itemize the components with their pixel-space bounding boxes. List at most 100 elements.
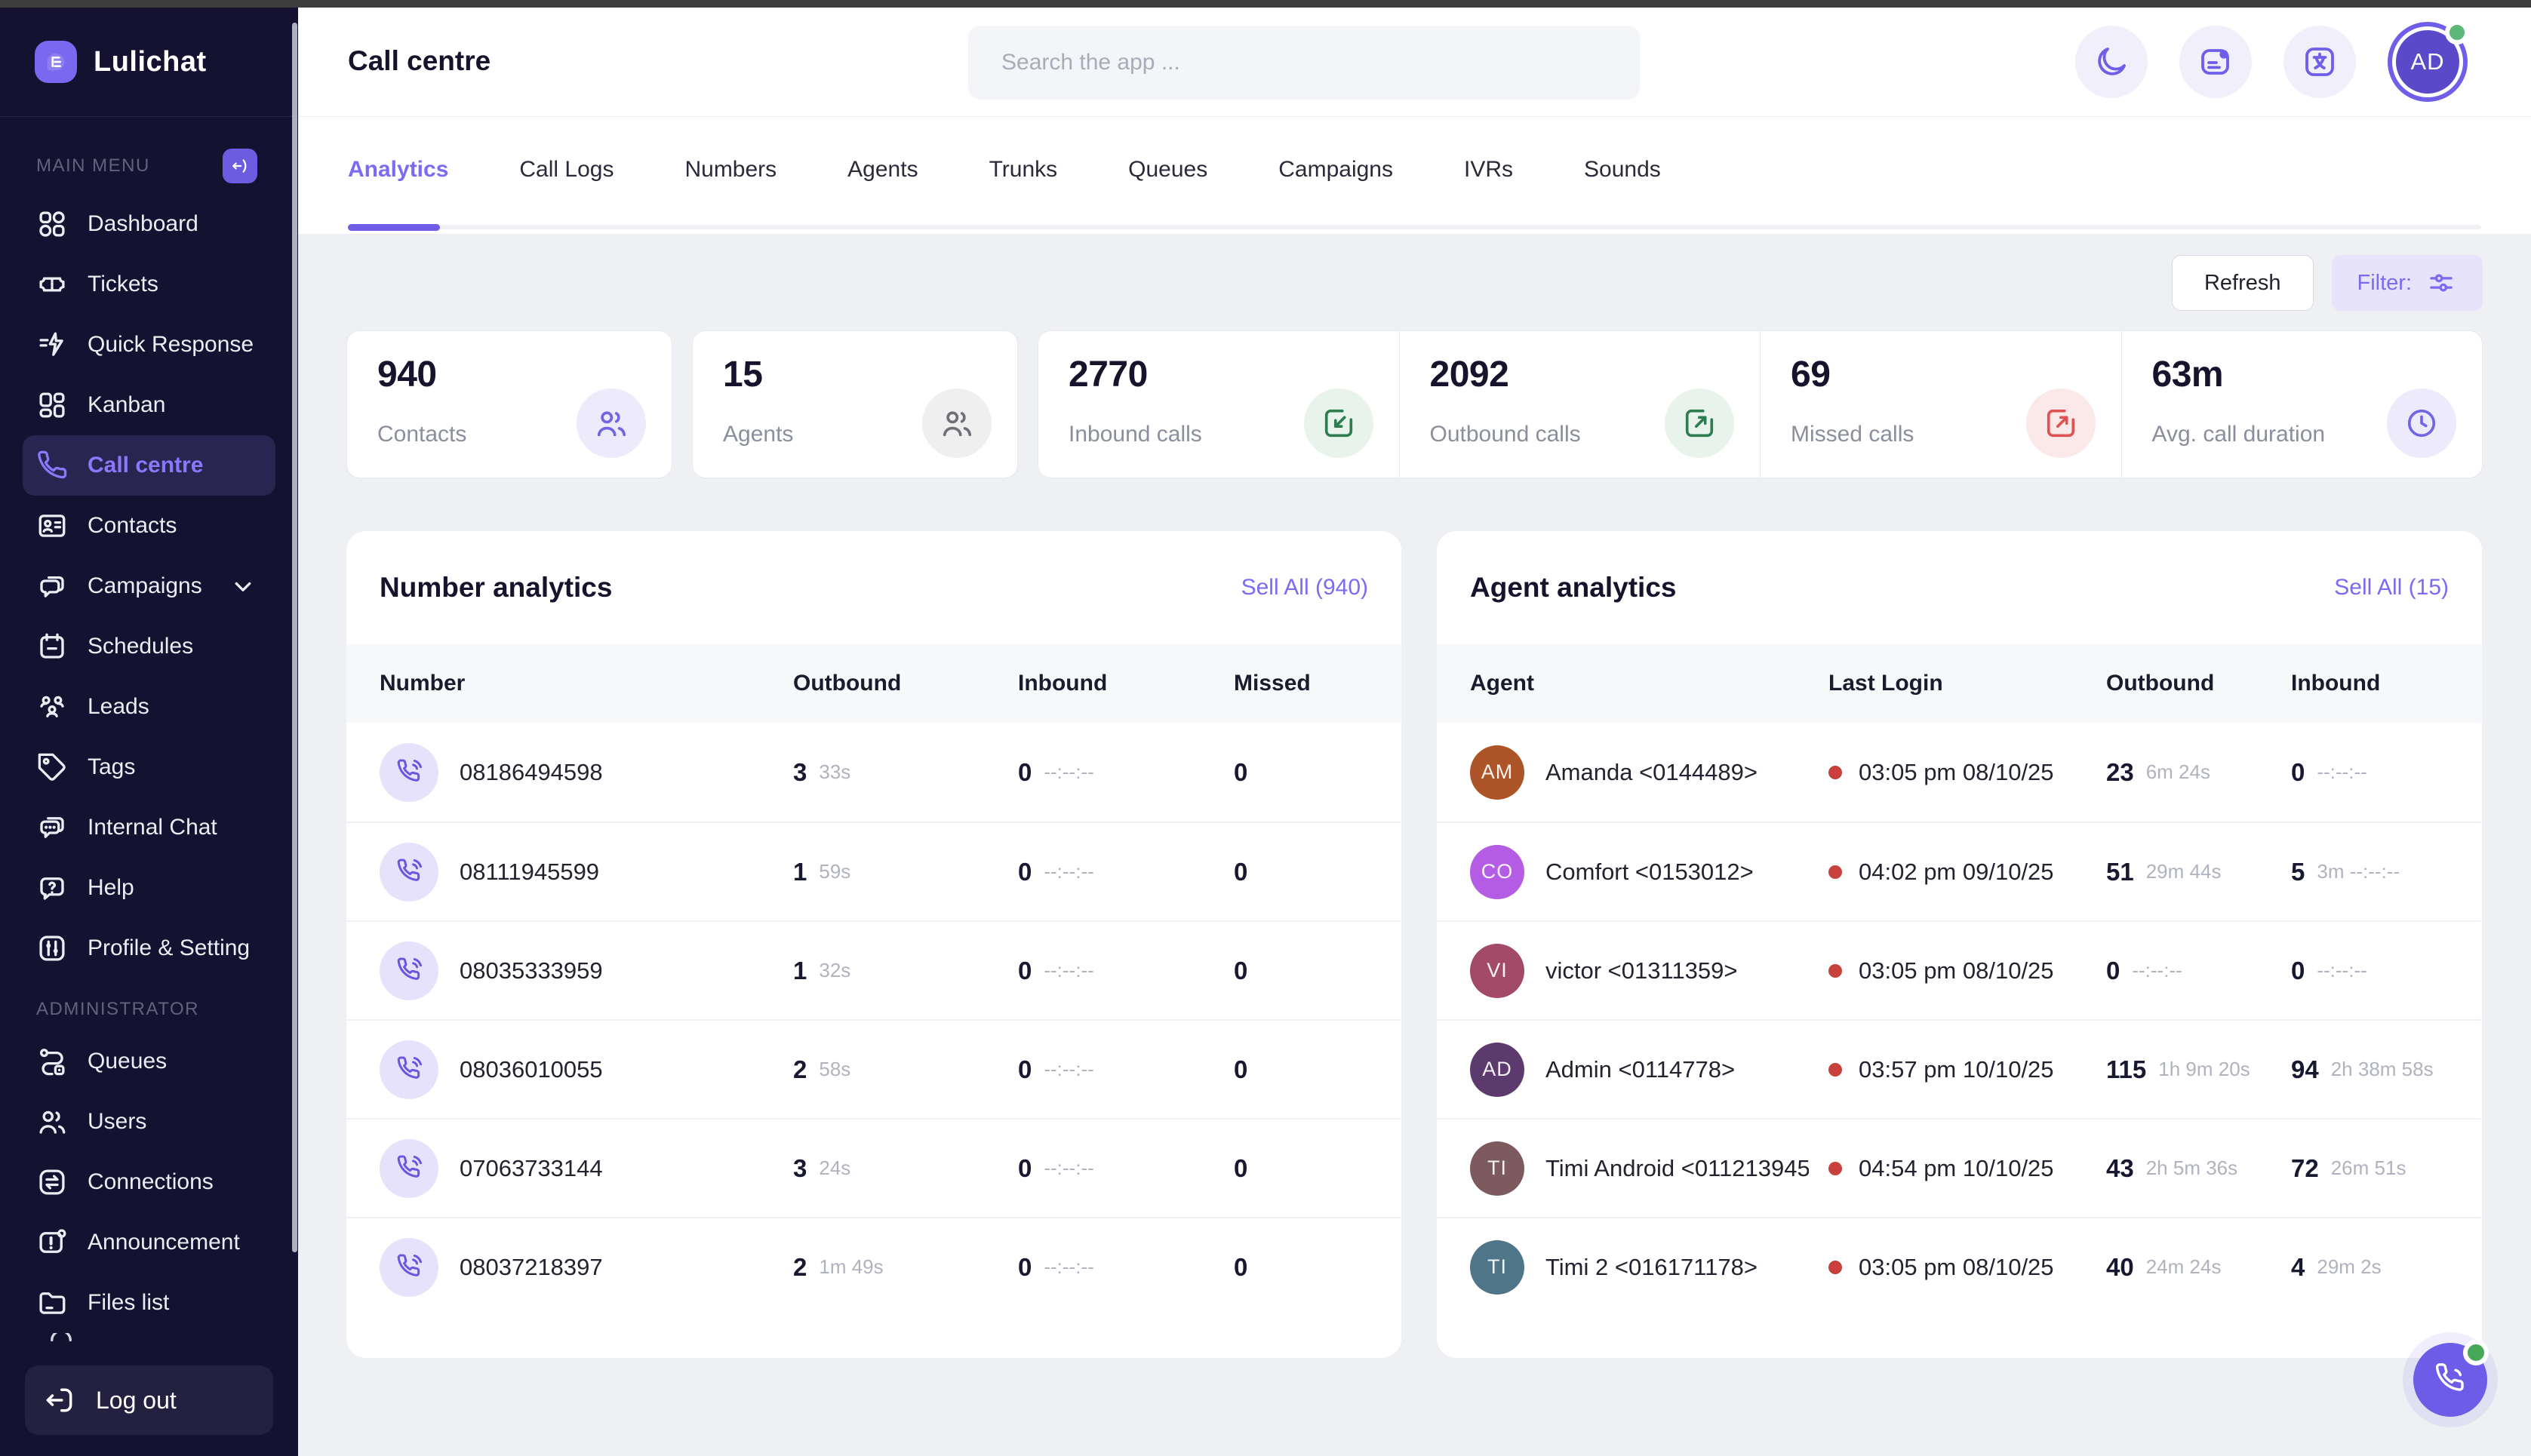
stat-calls-card: 2770 Inbound calls 2092 Outbound calls 6… <box>1038 330 2483 478</box>
stat-outbound-calls: 2092 Outbound calls <box>1398 331 1761 478</box>
sidebar-item-kanban[interactable]: Kanban <box>0 375 298 435</box>
sidebar-item-profile-setting[interactable]: Profile & Setting <box>0 918 298 978</box>
main-area: Call centre AD <box>298 8 2531 1456</box>
tab-sounds[interactable]: Sounds <box>1584 157 1661 182</box>
leads-icon <box>40 696 64 717</box>
table-row[interactable]: 08111945599 1 59s 0 --:--:-- 0 <box>346 822 1401 920</box>
sidebar-item-tickets[interactable]: Tickets <box>0 254 298 315</box>
agent-analytics-title: Agent analytics <box>1470 572 1677 603</box>
table-row[interactable]: VI victor <01311359> 03:05 pm 08/10/25 0-… <box>1437 920 2482 1019</box>
stat-cards: 940 Contacts 15 Agents 2770 Inbound call… <box>346 330 2483 478</box>
filter-button[interactable]: Filter: <box>2331 255 2483 311</box>
internal-chat-icon <box>40 817 64 838</box>
stat-inbound-calls: 2770 Inbound calls <box>1038 331 1399 478</box>
ticket-icon <box>39 277 65 292</box>
phone-call-icon <box>380 742 438 802</box>
table-row[interactable]: CO Comfort <0153012> 04:02 pm 09/10/25 51… <box>1437 822 2482 920</box>
call-fab-button[interactable] <box>2413 1340 2489 1417</box>
analytics-content: Refresh Filter: 940 Contacts 15 Agents <box>298 234 2531 1358</box>
search-input[interactable] <box>968 26 1640 100</box>
sidebar-collapse-button[interactable] <box>223 149 257 183</box>
presence-dot <box>1828 765 1842 779</box>
tab-agents[interactable]: Agents <box>847 157 918 182</box>
user-avatar[interactable]: AD <box>2388 20 2469 102</box>
sidebar-item-queues[interactable]: Queues <box>0 1031 298 1092</box>
sidebar-item-internal-chat[interactable]: Internal Chat <box>0 797 298 858</box>
dark-mode-button[interactable] <box>2075 26 2148 98</box>
tab-queues[interactable]: Queues <box>1128 157 1208 182</box>
sidebar-item-campaigns[interactable]: Campaigns <box>0 556 298 616</box>
refresh-button[interactable]: Refresh <box>2171 255 2314 311</box>
table-row[interactable]: 08035333959 1 32s 0 --:--:-- 0 <box>346 920 1401 1019</box>
phone-call-icon <box>380 842 438 902</box>
filter-sliders-icon <box>2430 274 2453 292</box>
table-row[interactable]: 07063733144 3 24s 0 --:--:-- 0 <box>346 1118 1401 1217</box>
users-icon <box>577 389 646 458</box>
phone-call-icon <box>380 1040 438 1099</box>
missed-arrow-icon <box>2025 389 2096 458</box>
tab-campaigns[interactable]: Campaigns <box>1278 157 1393 182</box>
sidebar-item-help[interactable]: Help <box>0 858 298 918</box>
sidebar-item-users[interactable]: Users <box>0 1092 298 1152</box>
dashboard-icon <box>39 211 65 237</box>
presence-dot <box>1828 963 1842 978</box>
campaigns-icon <box>40 576 64 597</box>
stat-avg-call-duration: 63m Avg. call duration <box>2120 331 2483 478</box>
phone-call-icon <box>380 1237 438 1297</box>
app-header: Call centre AD <box>298 8 2531 117</box>
sidebar-item-quick-response[interactable]: Quick Response <box>0 315 298 375</box>
tab-numbers[interactable]: Numbers <box>684 157 777 182</box>
table-row[interactable]: AM Amanda <0144489> 03:05 pm 08/10/25 23 6… <box>1437 723 2482 822</box>
table-row[interactable]: 08186494598 3 33s 0 --:--:-- 0 <box>346 723 1401 822</box>
notification-icon <box>2201 49 2229 75</box>
sidebar-item-partial[interactable] <box>0 1333 298 1359</box>
sidebar-item-schedules[interactable]: Schedules <box>0 616 298 677</box>
avatar: AM <box>1470 745 1524 800</box>
sidebar-item-contacts[interactable]: Contacts <box>0 496 298 556</box>
sidebar-item-call-centre[interactable]: Call centre <box>23 435 275 496</box>
help-icon <box>40 877 64 900</box>
moon-icon <box>2098 48 2126 75</box>
logout-button[interactable]: Log out <box>25 1365 273 1435</box>
logout-icon <box>46 1388 72 1412</box>
online-status-dot <box>2445 20 2469 45</box>
inbound-arrow-icon <box>1303 389 1373 458</box>
tag-icon <box>38 753 66 781</box>
table-row[interactable]: 08036010055 2 58s 0 --:--:-- 0 <box>346 1019 1401 1118</box>
sidebar-item-tags[interactable]: Tags <box>0 737 298 797</box>
number-analytics-panel: Number analytics Sell All (940) Number O… <box>346 531 1401 1358</box>
sidebar-item-dashboard[interactable]: Dashboard <box>0 194 298 254</box>
agent-analytics-see-all-link[interactable]: Sell All (15) <box>2334 575 2449 600</box>
lulichat-logo-icon <box>35 41 77 83</box>
table-row[interactable]: AD Admin <0114778> 03:57 pm 10/10/25 115 1… <box>1437 1019 2482 1118</box>
table-row[interactable]: TI Timi 2 <016171178> 03:05 pm 08/10/25 4… <box>1437 1217 2482 1316</box>
announcement-icon <box>39 1229 66 1253</box>
table-row[interactable]: TI Timi Android <011213945> 04:54 pm 10/1… <box>1437 1118 2482 1217</box>
language-button[interactable] <box>2283 26 2356 98</box>
tab-analytics[interactable]: Analytics <box>348 157 449 182</box>
sidebar-item-leads[interactable]: Leads <box>0 677 298 737</box>
presence-dot <box>1828 865 1842 879</box>
table-row[interactable]: 08037218397 2 1m 49s 0 --:--:-- 0 <box>346 1217 1401 1316</box>
presence-dot <box>1828 1161 1842 1175</box>
brand-name: Lulichat <box>94 45 207 78</box>
sidebar-item-announcement[interactable]: Announcement <box>0 1212 298 1273</box>
avatar: VI <box>1470 943 1524 998</box>
tab-ivrs[interactable]: IVRs <box>1463 157 1513 182</box>
agent-analytics-panel: Agent analytics Sell All (15) Agent Last… <box>1437 531 2482 1358</box>
sidebar-scrollbar[interactable] <box>292 23 297 1252</box>
settings-sliders-icon <box>39 935 65 961</box>
agent-table-header: Agent Last Login Outbound Inbound <box>1437 644 2482 723</box>
phone-call-icon <box>380 941 438 1000</box>
sidebar-menu: Dashboard Tickets Quick Response Kanban … <box>0 194 298 978</box>
users-icon <box>39 1110 66 1134</box>
notifications-button[interactable] <box>2179 26 2252 98</box>
tab-call-logs[interactable]: Call Logs <box>519 157 614 182</box>
stat-contacts: 940 Contacts <box>346 330 672 478</box>
tab-trunks[interactable]: Trunks <box>989 157 1058 182</box>
number-analytics-see-all-link[interactable]: Sell All (940) <box>1241 575 1368 600</box>
stat-missed-calls: 69 Missed calls <box>1760 331 2121 478</box>
sidebar-item-files-list[interactable]: Files list <box>0 1273 298 1333</box>
phone-call-icon <box>380 1138 438 1198</box>
sidebar-item-connections[interactable]: Connections <box>0 1152 298 1212</box>
